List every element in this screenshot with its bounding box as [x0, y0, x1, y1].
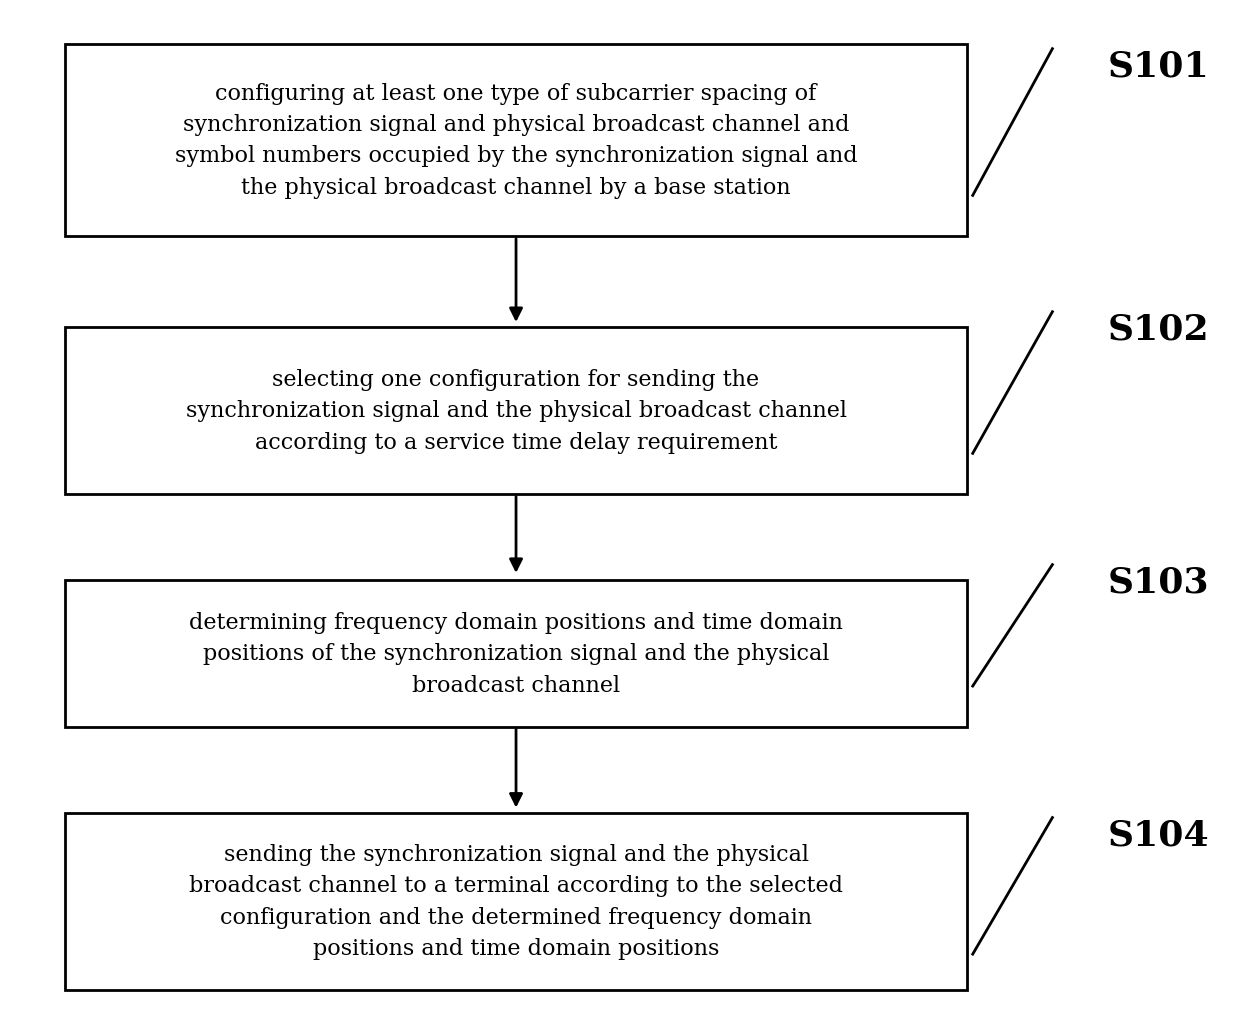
Text: S104: S104 — [1107, 818, 1209, 852]
Text: determining frequency domain positions and time domain
positions of the synchron: determining frequency domain positions a… — [188, 611, 843, 696]
FancyBboxPatch shape — [66, 580, 967, 727]
FancyBboxPatch shape — [66, 813, 967, 989]
Text: S101: S101 — [1107, 50, 1209, 84]
Text: configuring at least one type of subcarrier spacing of
synchronization signal an: configuring at least one type of subcarr… — [175, 83, 857, 199]
FancyBboxPatch shape — [66, 327, 967, 494]
FancyBboxPatch shape — [66, 45, 967, 236]
Text: S103: S103 — [1107, 566, 1209, 599]
Text: S102: S102 — [1107, 313, 1209, 346]
Text: selecting one configuration for sending the
synchronization signal and the physi: selecting one configuration for sending … — [186, 369, 847, 453]
Text: sending the synchronization signal and the physical
broadcast channel to a termi: sending the synchronization signal and t… — [188, 843, 843, 959]
